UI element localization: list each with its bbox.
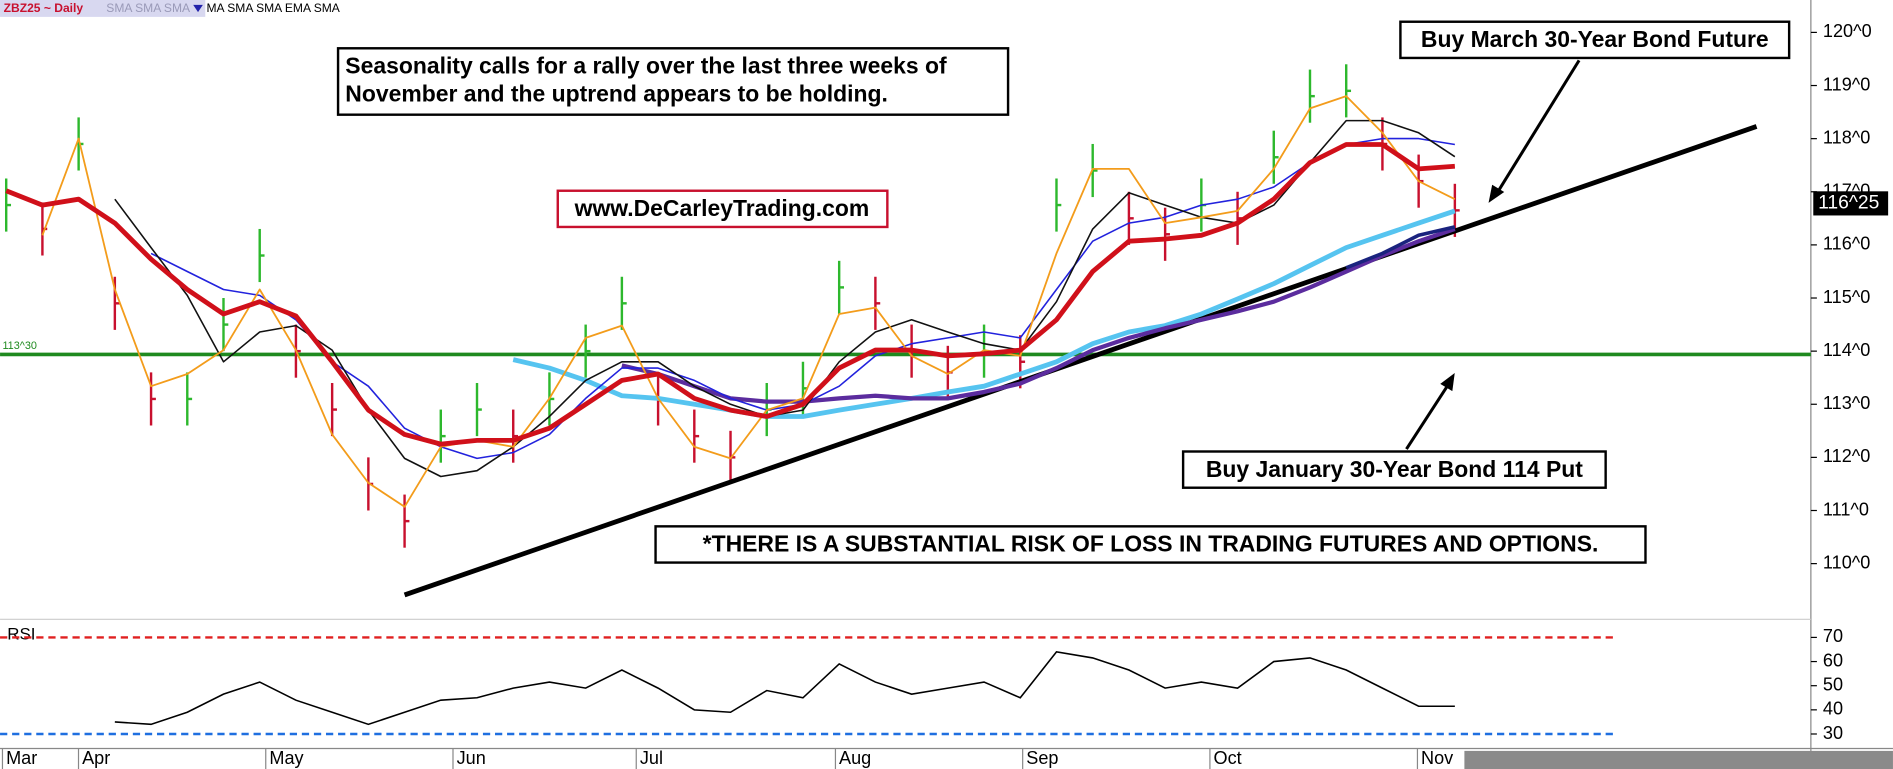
level-label: 113^30 xyxy=(2,340,37,352)
moving-average xyxy=(621,227,1456,404)
annotation-text: Buy January 30-Year Bond 114 Put xyxy=(1206,456,1583,482)
x-tick-label: Apr xyxy=(82,748,110,768)
trendline xyxy=(403,124,1758,598)
annotation-text: Seasonality calls for a rally over the l… xyxy=(345,53,947,79)
arrow-head xyxy=(1488,184,1505,203)
arrow-head xyxy=(1440,373,1455,392)
x-tick-label: Oct xyxy=(1214,748,1242,768)
x-tick-label: Aug xyxy=(839,748,871,768)
y-tick-label: 113^0 xyxy=(1823,393,1870,413)
moving-average xyxy=(41,95,1456,508)
rsi-tick-label: 30 xyxy=(1823,723,1843,743)
x-tick-label: Jun xyxy=(457,748,486,768)
arrow xyxy=(1495,59,1581,194)
arrow xyxy=(1405,383,1450,450)
y-tick-label: 111^0 xyxy=(1823,499,1869,519)
legend-symbol: ZBZ25 ~ Daily xyxy=(4,1,84,15)
x-tick-label: Mar xyxy=(6,748,37,768)
y-tick-label: 119^0 xyxy=(1823,74,1870,94)
annotation-box xyxy=(1399,20,1791,60)
legend-rest: MA SMA SMA EMA SMA xyxy=(206,1,340,15)
y-tick-label: 120^0 xyxy=(1823,21,1872,41)
moving-average xyxy=(1345,225,1456,270)
rsi-label: RSI xyxy=(7,624,35,643)
moving-average xyxy=(114,119,1456,478)
rsi-tick-label: 50 xyxy=(1823,674,1843,694)
rsi-line xyxy=(114,651,1455,726)
annotation-text: *THERE IS A SUBSTANTIAL RISK OF LOSS IN … xyxy=(703,531,1599,557)
y-tick-label: 110^0 xyxy=(1823,552,1870,572)
rsi-tick-label: 70 xyxy=(1823,626,1843,646)
moving-average xyxy=(512,208,1456,419)
annotation-box xyxy=(336,47,1010,116)
last-price-label: 116^25 xyxy=(1818,192,1879,213)
annotation-box xyxy=(654,525,1647,564)
x-tick-label: May xyxy=(269,748,304,768)
legend-dropdown[interactable] xyxy=(193,4,203,13)
legend-faded: SMA SMA SMA xyxy=(106,1,191,15)
x-tick-label: Nov xyxy=(1421,748,1453,768)
y-tick-label: 115^0 xyxy=(1823,287,1870,307)
rsi-tick-label: 60 xyxy=(1823,650,1843,670)
rsi-tick-label: 40 xyxy=(1823,699,1843,719)
y-tick-label: 114^0 xyxy=(1823,340,1870,360)
annotation-box xyxy=(1181,450,1607,489)
scrollbar[interactable] xyxy=(1464,750,1893,769)
moving-average xyxy=(5,142,1456,447)
y-tick-label: 116^0 xyxy=(1823,234,1870,254)
annotation-text: November and the uptrend appears to be h… xyxy=(345,80,888,106)
annotation-text: Buy March 30-Year Bond Future xyxy=(1421,26,1769,52)
x-tick-label: Sep xyxy=(1026,748,1058,768)
legend-box xyxy=(0,0,206,17)
website-text: www.DeCarleyTrading.com xyxy=(574,195,870,221)
last-price-tag xyxy=(1813,191,1889,216)
y-tick-label: 118^0 xyxy=(1823,127,1870,147)
marks: 120^0119^0118^0117^0116^0115^0114^0113^0… xyxy=(0,21,1889,769)
y-tick-label: 112^0 xyxy=(1823,446,1870,466)
x-tick-label: Jul xyxy=(640,748,663,768)
website-box xyxy=(556,189,889,229)
